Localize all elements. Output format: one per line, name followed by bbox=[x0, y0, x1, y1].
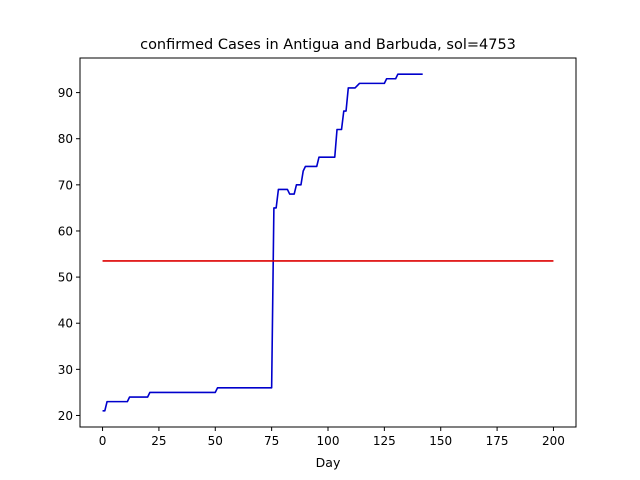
x-tick-label: 100 bbox=[317, 434, 340, 448]
y-tick-label: 40 bbox=[58, 317, 73, 331]
y-tick-label: 30 bbox=[58, 363, 73, 377]
y-tick-label: 50 bbox=[58, 271, 73, 285]
y-axis: 20 30 40 50 60 70 80 90 bbox=[58, 86, 80, 423]
x-axis: 0 25 50 75 100 125 150 175 200 bbox=[99, 427, 565, 448]
y-tick-label: 90 bbox=[58, 86, 73, 100]
y-tick-label: 70 bbox=[58, 178, 73, 192]
x-tick-label: 50 bbox=[208, 434, 223, 448]
x-axis-label: Day bbox=[316, 455, 341, 470]
cases-line bbox=[102, 73, 423, 412]
x-tick-label: 25 bbox=[151, 434, 166, 448]
x-tick-label: 150 bbox=[429, 434, 452, 448]
chart-title: confirmed Cases in Antigua and Barbuda, … bbox=[140, 37, 516, 53]
x-tick-label: 75 bbox=[264, 434, 279, 448]
x-tick-label: 0 bbox=[99, 434, 107, 448]
x-tick-label: 125 bbox=[373, 434, 396, 448]
x-tick-label: 175 bbox=[486, 434, 509, 448]
y-tick-label: 80 bbox=[58, 132, 73, 146]
y-tick-label: 20 bbox=[58, 409, 73, 423]
x-tick-label: 200 bbox=[542, 434, 565, 448]
y-tick-label: 60 bbox=[58, 224, 73, 238]
plot-area bbox=[102, 73, 554, 412]
